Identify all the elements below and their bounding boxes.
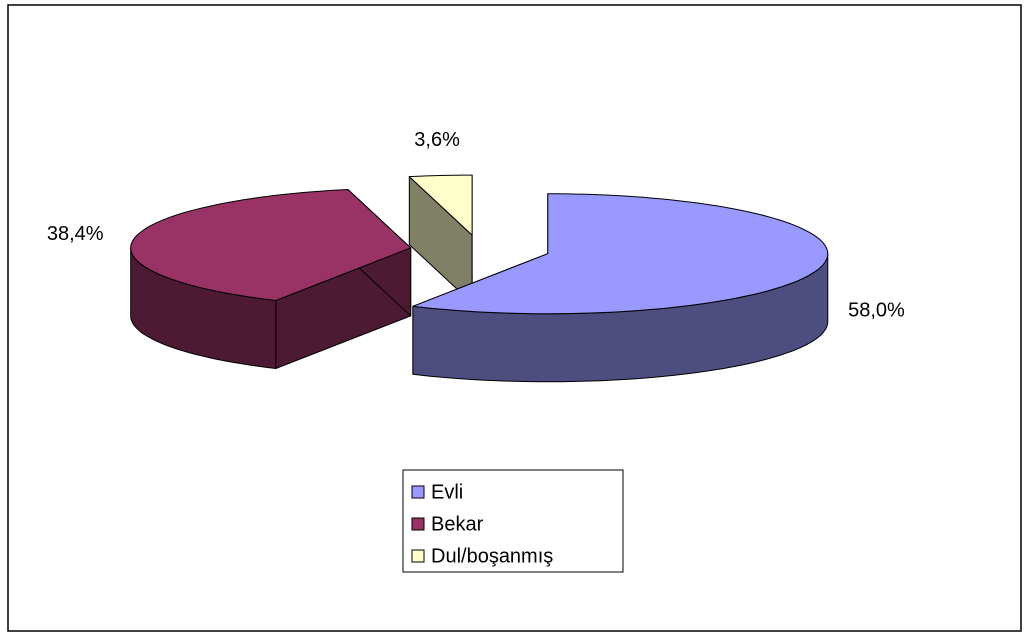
- slice: [408, 174, 473, 236]
- legend-swatch: [411, 517, 425, 531]
- slice: [412, 193, 829, 315]
- legend-box: [402, 469, 624, 573]
- legend-swatch: [411, 549, 425, 563]
- legend-label: Evli: [431, 481, 463, 503]
- legend-label: Bekar: [431, 513, 484, 535]
- data-label: 58,0%: [848, 300, 905, 322]
- legend-label: Dul/boşanmış: [431, 545, 553, 567]
- data-label: 38,4%: [47, 223, 104, 245]
- legend-swatch: [411, 485, 425, 499]
- slice: [130, 189, 412, 301]
- data-label: 3,6%: [414, 129, 460, 151]
